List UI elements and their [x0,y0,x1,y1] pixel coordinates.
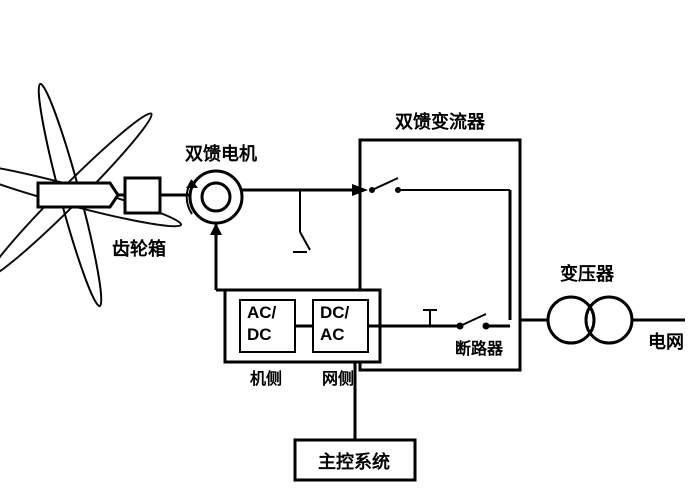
converter-label: 双馈变流器 [395,108,485,134]
dfig-symbol [190,171,242,223]
transformer-symbol [548,297,632,343]
acdc-label: AC/ DC [247,302,276,346]
machineside-label: 机侧 [250,365,282,389]
diagram-svg [0,0,691,500]
dfig-label: 双馈电机 [185,140,257,166]
converter-switch [370,178,510,192]
control-label: 主控系统 [318,448,390,474]
gearbox-label: 齿轮箱 [112,235,166,261]
gridside-label: 网侧 [322,365,354,389]
rotor-line [210,223,225,290]
grid-label: 电网 [648,328,684,354]
gearbox-box [125,178,160,213]
stator-line [242,184,368,196]
turbine-hub [38,183,118,207]
stator-tap [293,190,310,252]
transformer-label: 变压器 [560,260,614,286]
dcac-label: DC/ AC [320,302,349,346]
breaker-label: 断路器 [455,335,503,359]
